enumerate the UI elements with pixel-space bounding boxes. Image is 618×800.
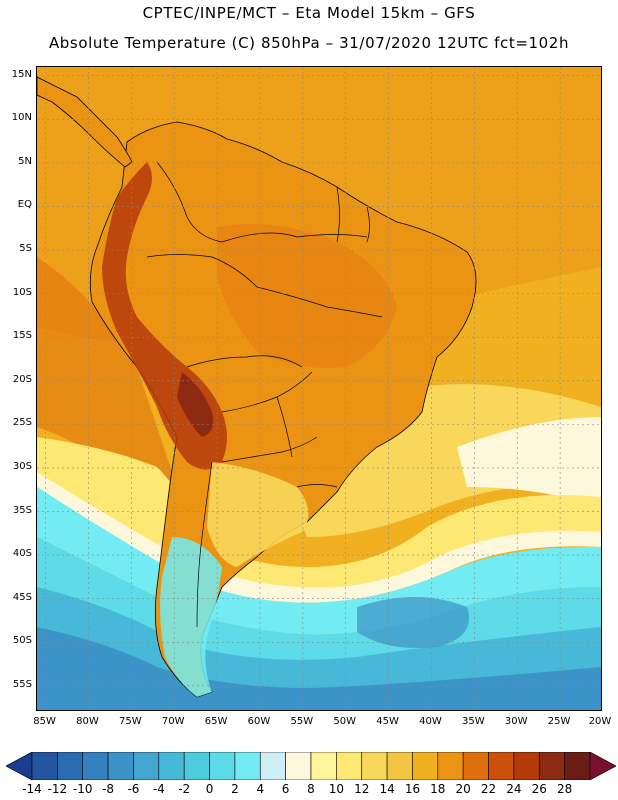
colorbar-swatch	[361, 752, 388, 780]
colorbar-label: 10	[328, 782, 344, 796]
longitude-label: 20W	[588, 716, 612, 727]
colorbar-swatch	[133, 752, 160, 780]
longitude-label: 60W	[247, 716, 271, 727]
colorbar-label: 24	[506, 782, 522, 796]
latitude-label: EQ	[17, 199, 32, 211]
colorbar-label: -12	[47, 782, 68, 796]
colorbar-label: 14	[379, 782, 395, 796]
longitude-label: 45W	[376, 716, 399, 727]
map-title: CPTEC/INPE/MCT – Eta Model 15km – GFS	[142, 4, 476, 22]
latitude-label: 50S	[12, 635, 32, 647]
colorbar-label: 26	[531, 782, 547, 796]
colorbar-swatch	[336, 752, 363, 780]
colorbar-swatch	[57, 752, 84, 780]
southern-cone-yellow	[207, 462, 309, 567]
colorbar-label: 22	[480, 782, 497, 796]
longitude-label: 70W	[161, 716, 185, 727]
colorbar-swatch	[234, 752, 261, 780]
latitude-label: 55S	[12, 678, 32, 690]
colorbar-label: -2	[178, 782, 191, 796]
latitude-label: 5S	[19, 243, 32, 255]
colorbar-swatch	[538, 752, 565, 780]
colorbar-swatch	[437, 752, 464, 780]
andes-highlight	[177, 372, 214, 437]
brazil-interior	[217, 224, 397, 368]
colorbar-swatch	[513, 752, 540, 780]
map-subtitle: Absolute Temperature (C) 850hPa – 31/07/…	[48, 34, 570, 52]
latitude-label: 25S	[12, 417, 32, 429]
colorbar-label: 12	[354, 782, 370, 796]
central-america	[37, 76, 133, 168]
latitude-label: 20S	[12, 373, 32, 385]
colorbar-max-arrow	[589, 752, 616, 780]
colorbar-swatch	[564, 752, 591, 780]
latitude-label: 15S	[12, 330, 32, 342]
colorbar-label: -6	[127, 782, 140, 796]
colorbar-label: -8	[102, 782, 115, 796]
colorbar-label: 6	[281, 782, 290, 796]
longitude-label: 35W	[462, 716, 485, 727]
colorbar-label: 18	[430, 782, 446, 796]
colorbar-swatch	[488, 752, 515, 780]
blue-band	[37, 627, 601, 710]
colorbar-min-arrow	[6, 752, 33, 780]
colorbar-swatch	[285, 752, 312, 780]
latitude-label: 35S	[12, 504, 32, 516]
blue-patch-east	[357, 597, 469, 648]
country-borders	[146, 161, 383, 628]
colorbar-swatch	[386, 752, 413, 780]
latitude-label: 45S	[12, 591, 32, 603]
colorbar-swatch	[259, 752, 286, 780]
colorbar-swatch	[31, 752, 58, 780]
colorbar-label: 8	[307, 782, 315, 796]
latitude-label: 15N	[11, 68, 32, 80]
colorbar-swatch	[209, 752, 236, 780]
longitude-label: 25W	[547, 716, 571, 727]
colorbar-swatch	[183, 752, 210, 780]
longitude-label: 40W	[419, 716, 442, 727]
colorbar-label: -10	[72, 782, 93, 796]
colorbar-swatch	[310, 752, 337, 780]
colorbar-swatch	[158, 752, 185, 780]
colorbar-label: 2	[231, 782, 239, 796]
latitude-label: 30S	[12, 460, 32, 472]
latitude-label: 40S	[12, 548, 32, 560]
colorbar-label: 0	[205, 782, 214, 796]
colorbar-swatch	[82, 752, 109, 780]
colorbar-label: 28	[556, 782, 573, 796]
colorbar-swatch	[107, 752, 134, 780]
colorbar-label: -14	[22, 782, 42, 796]
longitude-label: 65W	[204, 716, 228, 727]
longitude-label: 85W	[33, 716, 56, 727]
colorbar-label: 20	[455, 782, 471, 796]
colorbar	[6, 752, 616, 780]
latitude-label: 10N	[11, 112, 32, 124]
colorbar-swatch	[462, 752, 489, 780]
patagonia-cool	[160, 537, 222, 697]
latitude-label: 10S	[12, 286, 32, 298]
longitude-label: 50W	[333, 716, 357, 727]
colorbar-label: -4	[152, 782, 165, 796]
graticule	[37, 67, 601, 710]
longitude-label: 75W	[119, 716, 142, 727]
colorbar-swatch	[412, 752, 439, 780]
longitude-label: 80W	[76, 716, 99, 727]
longitude-label: 30W	[504, 716, 528, 727]
colorbar-label: 4	[256, 782, 265, 796]
atlantic-cream-band	[457, 417, 601, 507]
longitude-label: 55W	[290, 716, 314, 727]
temperature-map[interactable]	[36, 66, 602, 711]
latitude-label: 5N	[18, 155, 32, 167]
map-canvas	[37, 67, 601, 710]
pacific-warm-coast-band	[37, 257, 177, 507]
colorbar-label: 16	[404, 782, 421, 796]
